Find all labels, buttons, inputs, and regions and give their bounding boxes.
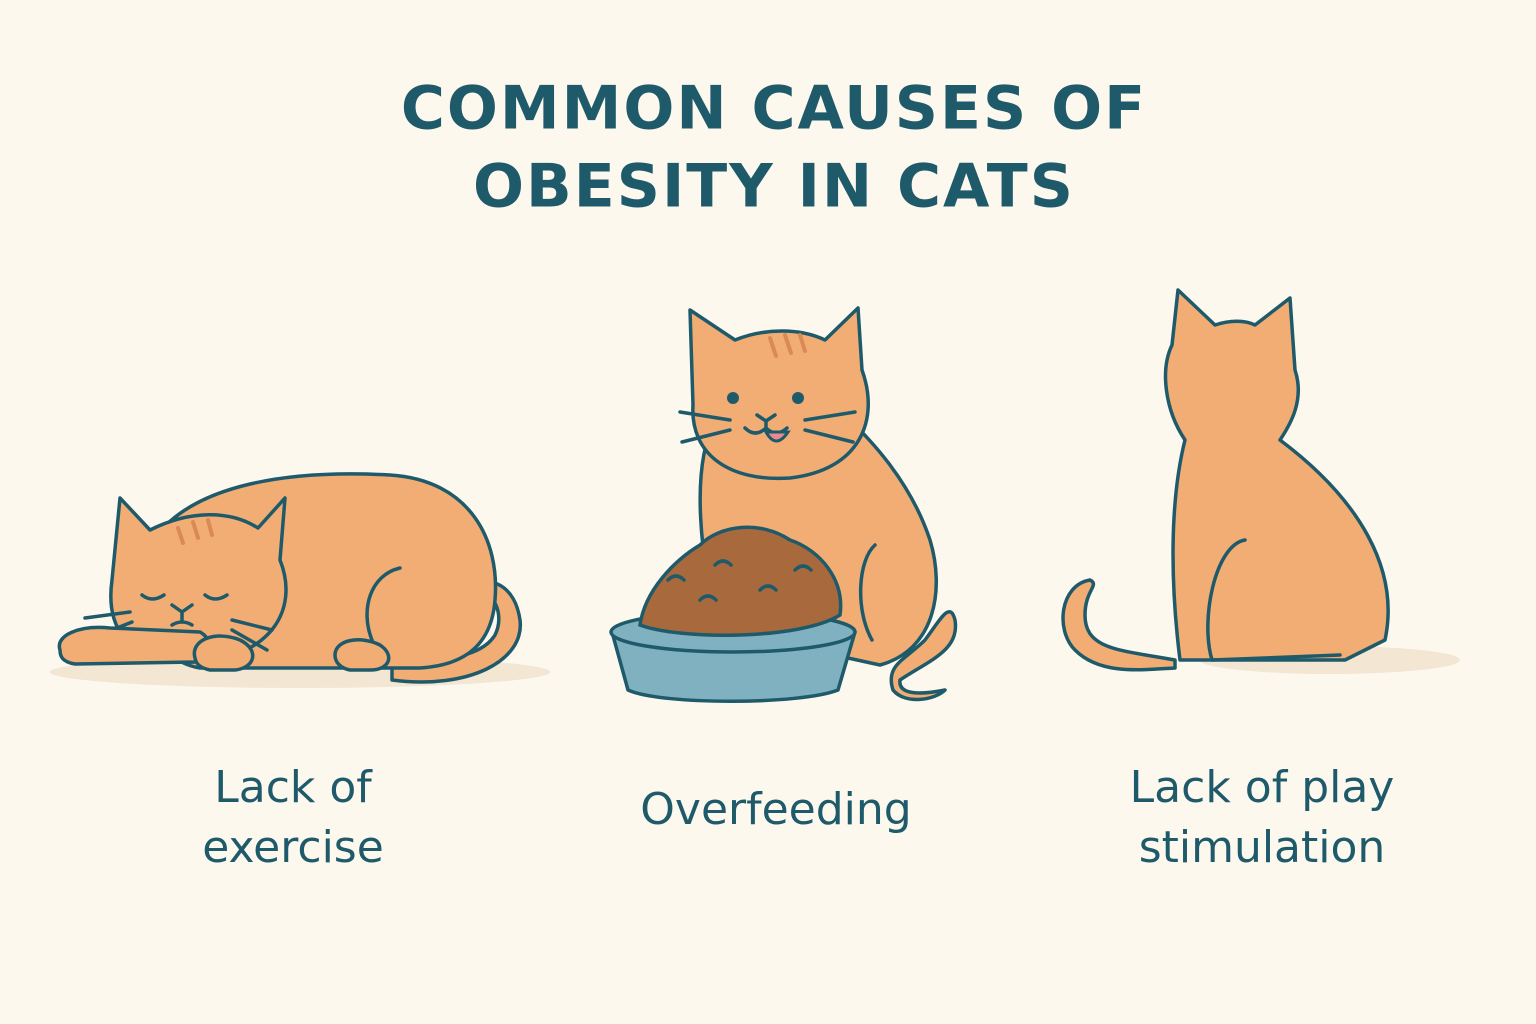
title-line: OBESITY IN CATS	[473, 152, 1075, 222]
cause-label: exercise	[202, 822, 384, 873]
sitting-cat	[1061, 288, 1460, 674]
cause-label: Lack of play	[1130, 762, 1395, 813]
cause-label: stimulation	[1139, 822, 1386, 873]
eating-cat	[609, 306, 958, 703]
sleeping-cat	[50, 472, 550, 688]
title-line: COMMON CAUSES OF	[401, 74, 1147, 144]
cause-label: Overfeeding	[640, 784, 911, 835]
cause-label: Lack of	[214, 762, 373, 813]
